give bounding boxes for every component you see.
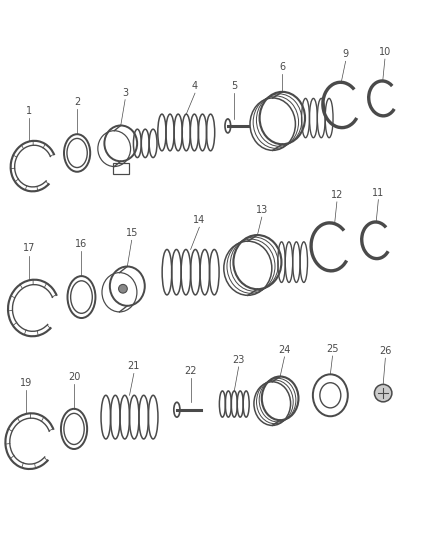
Text: 10: 10 [379, 47, 391, 57]
Text: 20: 20 [68, 372, 80, 382]
Text: 14: 14 [193, 215, 205, 225]
Text: 9: 9 [343, 49, 349, 59]
Text: 21: 21 [127, 361, 140, 372]
Text: 3: 3 [122, 87, 128, 98]
Text: 23: 23 [233, 355, 245, 365]
Text: 13: 13 [256, 205, 268, 215]
Text: 17: 17 [23, 244, 35, 253]
Text: 12: 12 [331, 190, 343, 200]
Text: 16: 16 [75, 239, 88, 249]
Circle shape [374, 384, 392, 402]
Text: 25: 25 [326, 344, 339, 354]
Bar [113, 163, 129, 174]
Text: 11: 11 [372, 188, 385, 198]
Text: 19: 19 [20, 378, 32, 388]
Text: 6: 6 [279, 62, 286, 72]
Text: 15: 15 [126, 228, 138, 238]
Text: 22: 22 [184, 366, 197, 376]
Text: 2: 2 [74, 97, 80, 107]
Text: 5: 5 [231, 81, 237, 91]
Text: 4: 4 [192, 81, 198, 91]
Text: 26: 26 [379, 346, 392, 356]
Circle shape [119, 285, 127, 293]
Text: 24: 24 [278, 345, 291, 354]
Text: 1: 1 [26, 106, 32, 116]
